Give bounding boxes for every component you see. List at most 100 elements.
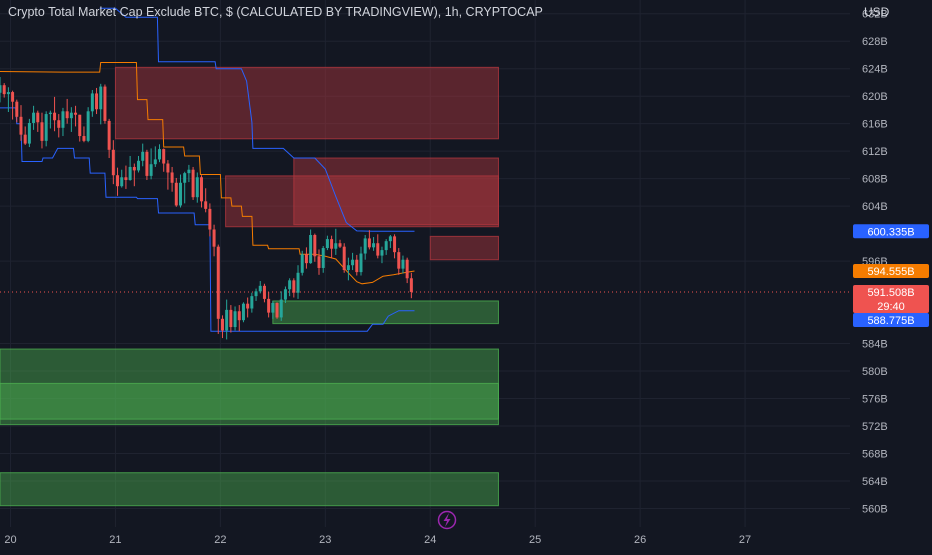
candle-body [225, 309, 229, 331]
candle-body [95, 93, 99, 110]
candle-body [183, 173, 187, 183]
candle-body [65, 111, 69, 119]
candle-body [6, 92, 10, 95]
candle-body [296, 272, 300, 293]
candle-body [384, 241, 388, 251]
time-tick-label: 21 [109, 534, 121, 546]
candle-body [401, 259, 405, 269]
time-tick-label: 27 [739, 534, 751, 546]
supply-zone [429, 235, 499, 261]
price-tag-label: 591.508B [867, 287, 914, 299]
orange-indicator-line [0, 62, 415, 285]
candle-body [241, 303, 245, 321]
candle-body [233, 311, 237, 328]
price-tag-label: 594.555B [867, 266, 914, 278]
candle-body [191, 169, 195, 198]
candle-body [313, 234, 317, 257]
candle-body [279, 299, 283, 318]
time-tick-label: 26 [634, 534, 646, 546]
candle-body [111, 149, 115, 176]
candle-body [128, 166, 132, 181]
price-tag [853, 224, 929, 239]
candle-body [162, 149, 166, 164]
candle-body [120, 177, 124, 187]
demand-zone [0, 472, 499, 507]
candle-body [351, 259, 355, 266]
candle-body [204, 201, 208, 209]
candle-body [229, 309, 233, 328]
candle-body [86, 111, 90, 141]
candle-body [262, 285, 266, 299]
candle-body [376, 243, 380, 256]
supply-zone [225, 175, 499, 228]
candle-body [44, 114, 48, 141]
bolt-icon[interactable] [437, 510, 457, 530]
candle-body [170, 172, 174, 183]
candle-body [325, 239, 329, 249]
price-tick-label: 576B [862, 394, 888, 406]
candle-body [220, 318, 224, 331]
candle-body [103, 86, 107, 121]
candle-body [32, 112, 36, 123]
candle-body [48, 112, 52, 115]
price-tick-label: 604B [862, 201, 888, 213]
candle-body [283, 289, 287, 300]
chart-title: Crypto Total Market Cap Exclude BTC, $ (… [8, 5, 543, 19]
candle-body [397, 252, 401, 269]
candle-body [36, 112, 40, 123]
candle-body [330, 239, 334, 249]
price-tick-label: 620B [862, 91, 888, 103]
candle-body [288, 280, 292, 290]
candle-body [292, 280, 296, 293]
candle-body [145, 151, 149, 176]
candle-body [237, 311, 241, 321]
price-tag [853, 264, 929, 279]
indicator-lines [0, 7, 850, 332]
time-tick-label: 20 [4, 534, 16, 546]
candle-body [178, 182, 182, 206]
demand-zone [0, 348, 499, 426]
candle-body [132, 166, 136, 171]
candle-body [372, 243, 376, 248]
price-tick-label: 584B [862, 339, 888, 351]
candle-body [208, 208, 212, 230]
demand-zone [0, 382, 499, 420]
time-axis[interactable]: 20 21 22 23 24 25 26 27 [4, 534, 751, 546]
candle-body [82, 136, 86, 141]
candle-body [216, 246, 220, 319]
candle-body [388, 236, 392, 242]
candle-body [355, 259, 359, 273]
candle-body [23, 134, 27, 144]
price-tags: 600.335B 594.555B 591.508B 29:40 588.775B [853, 224, 929, 327]
candle-body [141, 151, 145, 161]
candle-body [317, 256, 321, 268]
candle-body [380, 250, 384, 256]
price-tick-label: 628B [862, 36, 888, 48]
candle-body [69, 112, 73, 119]
candle-body [11, 92, 15, 102]
candle-body [321, 248, 325, 268]
candle-body [15, 101, 19, 117]
candle-body [393, 236, 397, 253]
candle-body [195, 177, 199, 198]
price-tag-label: 588.775B [867, 315, 914, 327]
zone-layer [0, 66, 499, 507]
candle-body [19, 116, 23, 135]
candle-body [271, 303, 275, 313]
candle-body [166, 163, 170, 173]
countdown-label: 29:40 [877, 301, 905, 313]
candle-body [158, 149, 162, 160]
price-axis[interactable]: 632B628B624B620B616B612B608B604B596B584B… [862, 9, 888, 516]
candle-body [246, 303, 250, 309]
time-tick-label: 25 [529, 534, 541, 546]
price-tick-label: 572B [862, 421, 888, 433]
candle-body [409, 278, 413, 292]
price-tag [853, 312, 929, 327]
candle-body [116, 175, 120, 187]
currency-label[interactable]: USD [864, 5, 890, 19]
candle-body [61, 111, 65, 128]
candle-body [254, 291, 258, 297]
